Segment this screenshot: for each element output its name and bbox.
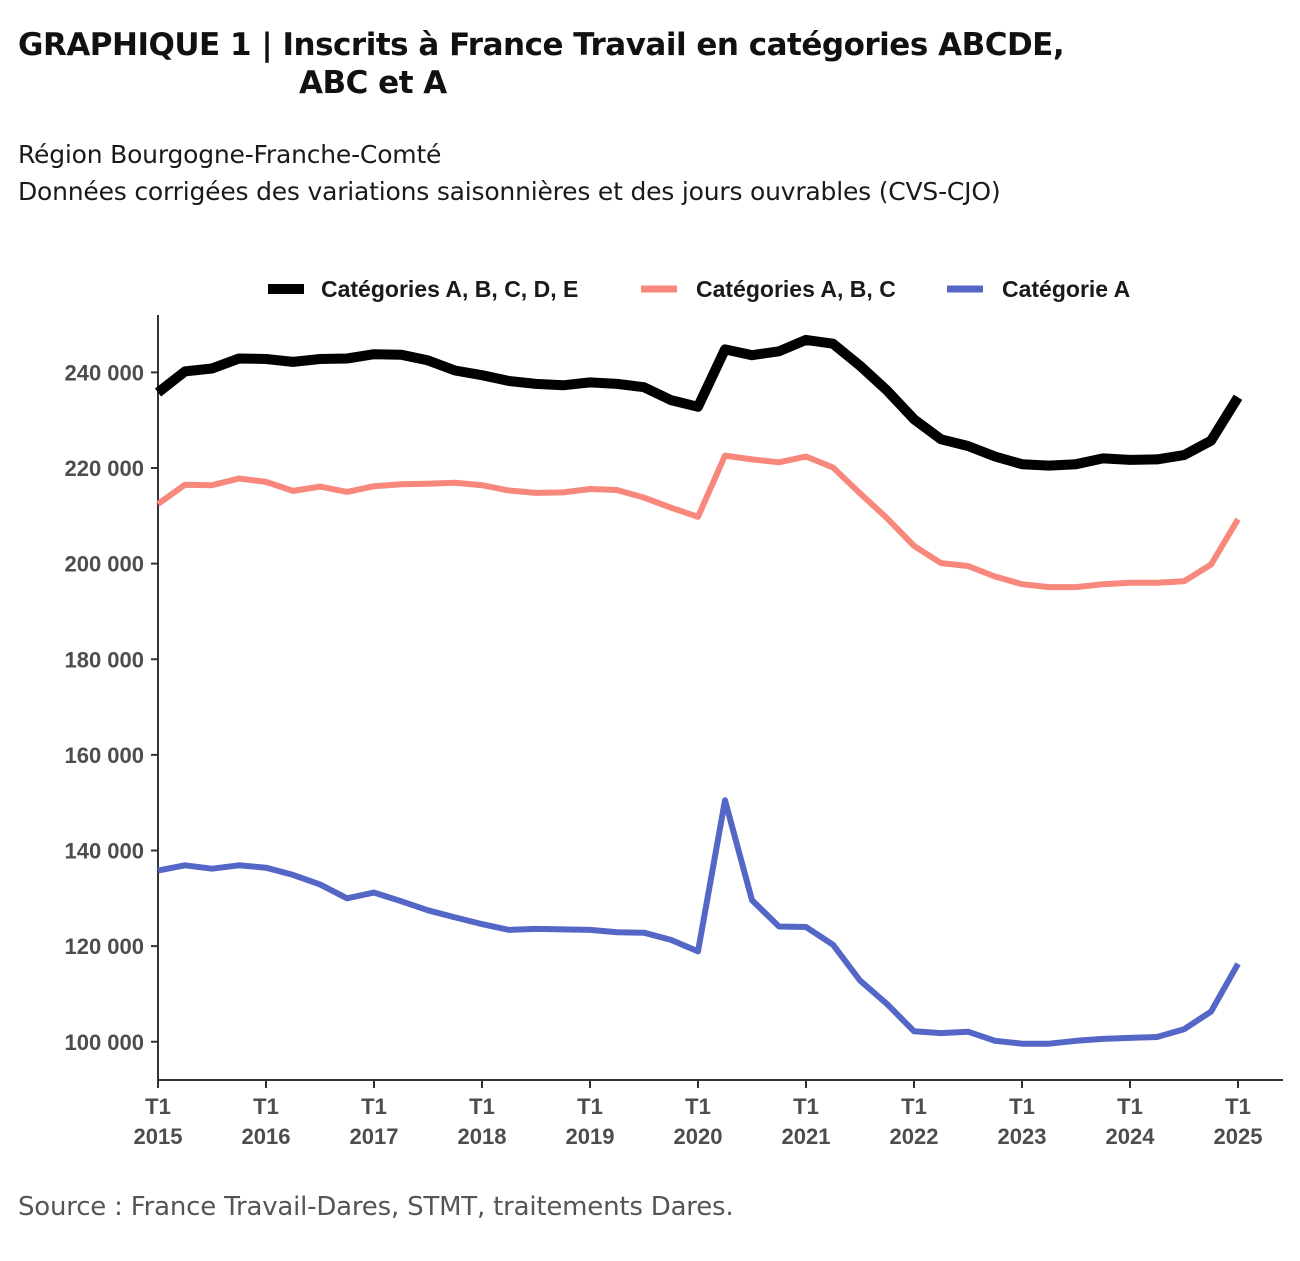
x-tick-label-year: 2021 bbox=[782, 1124, 831, 1149]
chart-axes: 100 000 120 000 140 000 160 000 180 000 200 0… bbox=[64, 315, 1283, 1149]
legend-label: Catégories A, B, C, D, E bbox=[321, 276, 578, 302]
x-tick-label-year: 2025 bbox=[1214, 1124, 1263, 1149]
y-tick-label: 240 000 bbox=[64, 360, 144, 385]
series-abc-line bbox=[156, 452, 1241, 591]
chart-legend: Catégories A, B, C, D, E Catégories A, B,… bbox=[268, 276, 1130, 302]
x-tick-label-year: 2017 bbox=[350, 1124, 399, 1149]
x-tick-label-quarter: T1 bbox=[253, 1094, 279, 1119]
x-tick-label-quarter: T1 bbox=[901, 1094, 927, 1119]
subtitle-method: Données corrigées des variations saisonn… bbox=[18, 177, 1001, 206]
x-tick-label-quarter: T1 bbox=[361, 1094, 387, 1119]
title-line-1: GRAPHIQUE 1 | Inscrits à France Travail … bbox=[18, 27, 1065, 63]
x-tick-label-quarter: T1 bbox=[145, 1094, 171, 1119]
legend-label: Catégorie A bbox=[1002, 276, 1130, 302]
y-tick-label: 100 000 bbox=[64, 1030, 144, 1055]
x-tick-label-quarter: T1 bbox=[1009, 1094, 1035, 1119]
x-tick-label-year: 2024 bbox=[1106, 1124, 1156, 1149]
chart-subtitle: Région Bourgogne-Franche-Comté Données c… bbox=[18, 136, 1001, 210]
x-tick-label-quarter: T1 bbox=[469, 1094, 495, 1119]
y-tick-label: 140 000 bbox=[64, 839, 144, 864]
x-tick-label-quarter: T1 bbox=[793, 1094, 819, 1119]
x-tick-label-year: 2015 bbox=[134, 1124, 183, 1149]
y-tick-label: 180 000 bbox=[64, 647, 144, 672]
series-a-line bbox=[157, 797, 1241, 1047]
line-chart: Catégories A, B, C, D, E Catégories A, B,… bbox=[64, 276, 1283, 1149]
source-note: Source : France Travail-Dares, STMT, tra… bbox=[18, 1192, 734, 1222]
x-tick-label-year: 2022 bbox=[890, 1124, 939, 1149]
x-tick-label-year: 2016 bbox=[242, 1124, 291, 1149]
x-tick-label-year: 2018 bbox=[458, 1124, 507, 1149]
legend-label: Catégories A, B, C bbox=[696, 276, 896, 302]
chart-title: GRAPHIQUE 1 | Inscrits à France Travail … bbox=[18, 26, 1288, 102]
y-tick-label: 120 000 bbox=[64, 934, 144, 959]
y-tick-label: 220 000 bbox=[64, 456, 144, 481]
y-tick-label: 160 000 bbox=[64, 743, 144, 768]
chart-series bbox=[154, 334, 1243, 1047]
subtitle-region: Région Bourgogne-Franche-Comté bbox=[18, 140, 442, 169]
x-tick-label-quarter: T1 bbox=[685, 1094, 711, 1119]
title-line-2: ABC et A bbox=[299, 65, 447, 101]
x-tick-label-quarter: T1 bbox=[577, 1094, 603, 1119]
series-abcde-line bbox=[154, 334, 1243, 471]
x-tick-label-quarter: T1 bbox=[1225, 1094, 1251, 1119]
x-tick-label-year: 2020 bbox=[674, 1124, 723, 1149]
y-tick-label: 200 000 bbox=[64, 552, 144, 577]
x-tick-label-year: 2019 bbox=[566, 1124, 615, 1149]
x-tick-label-year: 2023 bbox=[998, 1124, 1047, 1149]
x-tick-label-quarter: T1 bbox=[1117, 1094, 1143, 1119]
